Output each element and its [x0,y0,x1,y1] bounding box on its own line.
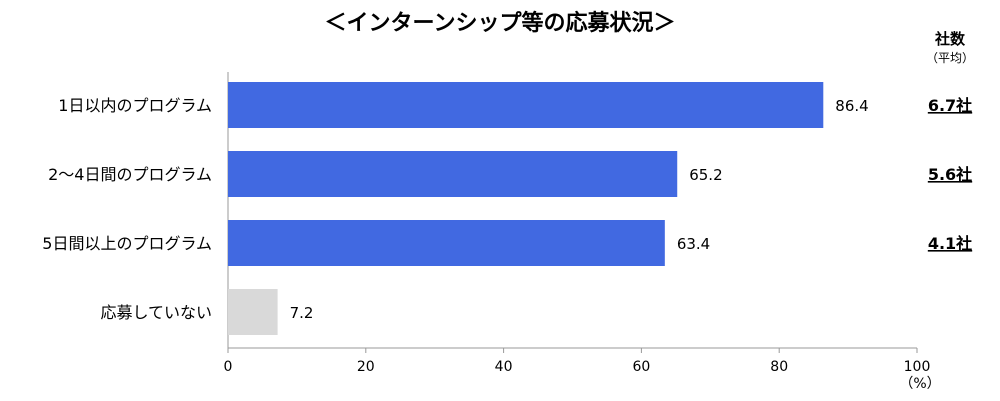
bar [228,220,665,266]
category-label: 1日以内のプログラム [58,96,212,115]
x-tick-label: 100 [904,359,931,375]
side-subheader: （平均） [926,51,974,65]
x-tick-label: 40 [495,359,513,375]
side-value: 5.6社 [928,165,972,184]
data-label: 65.2 [689,166,722,184]
category-label: 2～4日間のプログラム [48,165,212,184]
chart-title: ＜インターンシップ等の応募状況＞ [325,10,676,36]
side-header: 社数 [934,30,966,48]
x-ticks-group: 0 20 40 60 80 100 [224,348,931,375]
data-label: 7.2 [290,304,314,322]
data-label: 63.4 [677,235,710,253]
x-axis-unit: （%） [899,376,940,392]
x-tick-label: 0 [224,359,233,375]
x-tick-label: 20 [357,359,375,375]
x-tick-label: 80 [770,359,788,375]
bar [228,82,824,128]
category-label: 5日間以上のプログラム [42,234,212,253]
bar [228,289,278,335]
side-value: 6.7社 [928,96,972,115]
side-value: 4.1社 [928,234,972,253]
bars-group: 1日以内のプログラム 86.4 6.7社 2～4日間のプログラム 65.2 5.6社 5日間… [42,82,972,335]
data-label: 86.4 [835,97,868,115]
bar [228,151,678,197]
category-label: 応募していない [100,303,212,322]
x-tick-label: 60 [632,359,650,375]
